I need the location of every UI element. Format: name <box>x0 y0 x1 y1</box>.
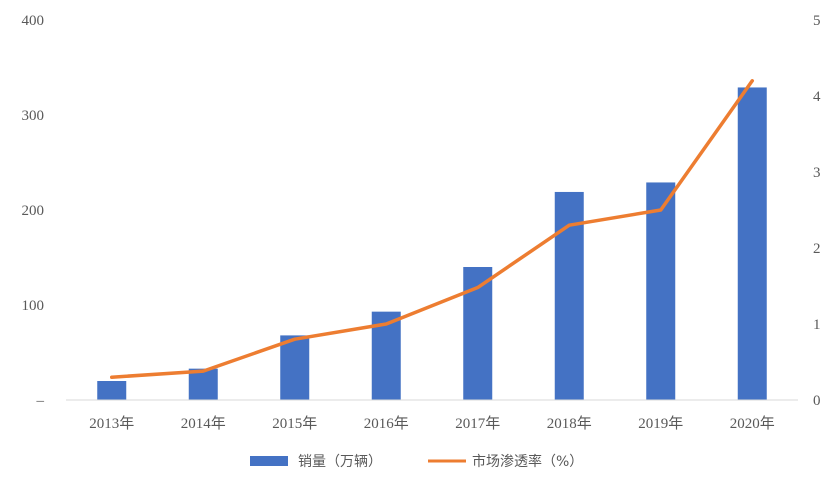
line-point <box>659 208 663 212</box>
line-point <box>567 223 571 227</box>
legend-swatch-sales <box>250 456 288 466</box>
x-tick-label: 2019年 <box>638 415 683 432</box>
right-tick-label: 2 <box>813 241 821 257</box>
x-tick-label: 2020年 <box>730 415 775 432</box>
x-tick-label: 2013年 <box>89 415 134 432</box>
right-tick-label: 5 <box>813 13 821 29</box>
line-point <box>201 369 205 373</box>
bar <box>280 335 310 400</box>
x-tick-label: 2017年 <box>455 415 500 432</box>
left-tick-label: 200 <box>22 203 45 219</box>
bar <box>737 87 767 400</box>
bar <box>646 182 676 400</box>
left-tick-label: 300 <box>22 108 45 124</box>
left-tick-label: – <box>36 393 45 409</box>
bar <box>188 368 218 400</box>
line-point <box>476 286 480 290</box>
line-point <box>750 79 754 83</box>
x-tick-label: 2016年 <box>364 415 409 432</box>
legend: 销量（万辆） 市场渗透率（%） <box>250 453 583 470</box>
penetration-line-series <box>110 79 754 379</box>
sales-bars <box>97 87 767 400</box>
legend-label-penetration: 市场渗透率（%） <box>472 453 583 470</box>
left-tick-label: 100 <box>22 298 45 314</box>
line-point <box>384 322 388 326</box>
x-tick-label: 2018年 <box>547 415 592 432</box>
right-tick-label: 0 <box>813 393 821 409</box>
right-tick-label: 4 <box>813 89 821 105</box>
x-tick-label: 2014年 <box>181 415 226 432</box>
right-tick-label: 3 <box>813 165 821 181</box>
legend-label-sales: 销量（万辆） <box>298 454 382 470</box>
x-tick-label: 2015年 <box>272 415 317 432</box>
left-axis-ticks: – 100 200 300 400 <box>22 13 45 409</box>
line-point <box>110 375 114 379</box>
bar <box>97 381 127 400</box>
x-axis-ticks: 2013年 2014年 2015年 2016年 2017年 2018年 2019年 2020年 <box>89 415 775 432</box>
line-point <box>293 337 297 341</box>
right-axis-ticks: 0 1 2 3 4 5 <box>813 13 821 409</box>
penetration-line <box>110 79 754 379</box>
left-tick-label: 400 <box>22 13 45 29</box>
right-tick-label: 1 <box>813 317 821 333</box>
